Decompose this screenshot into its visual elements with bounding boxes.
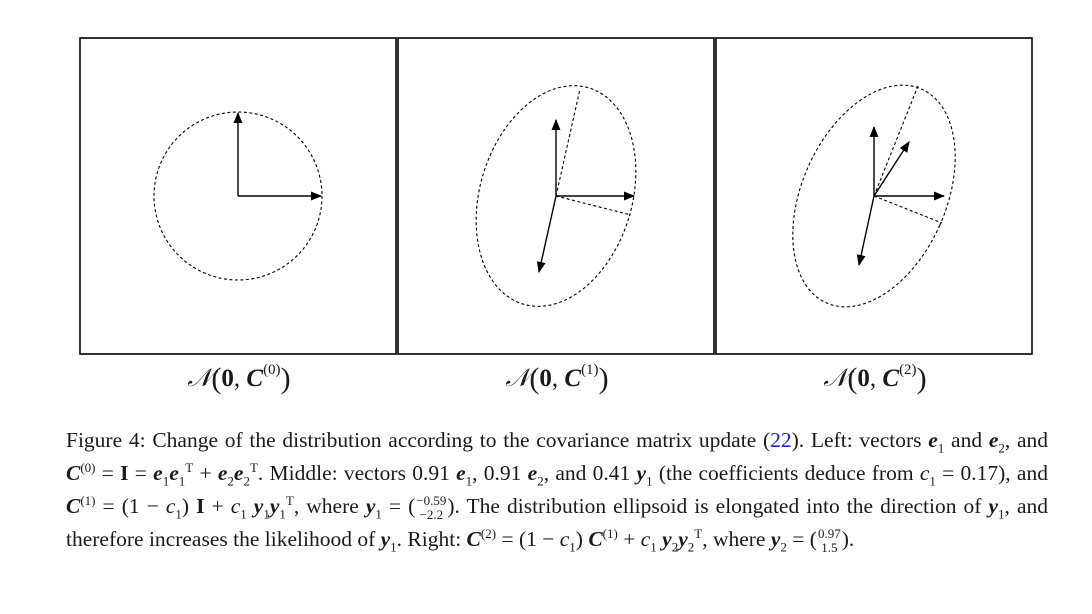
figure-4 (79, 37, 1033, 355)
panel-frame (715, 37, 1033, 355)
distribution-ellipse (792, 84, 956, 308)
y2-vector: 0.97 1.5 (817, 526, 841, 556)
distribution-ellipse (475, 85, 637, 307)
vector-y2 (873, 141, 910, 197)
panel-left (79, 37, 397, 355)
principal-axis-major (555, 88, 581, 197)
figure-caption: Figure 4: Change of the distribution acc… (66, 428, 1049, 556)
panel-label-right: 𝒩(0, C(2)) (823, 362, 927, 395)
panel-frame (397, 37, 715, 355)
panel-right (715, 37, 1033, 355)
panel-middle (397, 37, 715, 355)
principal-axis-minor (555, 195, 632, 216)
panel-label-middle: 𝒩(0, C(1)) (505, 362, 609, 395)
vector-y1 (856, 195, 875, 267)
figure-label: Figure 4: (66, 428, 146, 452)
panel-frame (79, 37, 397, 355)
panel-label-left: 𝒩(0, C(0)) (187, 362, 291, 395)
vector-0.41-y1 (536, 195, 557, 274)
principal-axis-major (873, 85, 919, 197)
equation-reference-link[interactable]: 22 (770, 428, 792, 452)
principal-axis-minor (873, 195, 943, 224)
y1-vector: −0.59 −2.2 (416, 493, 447, 523)
